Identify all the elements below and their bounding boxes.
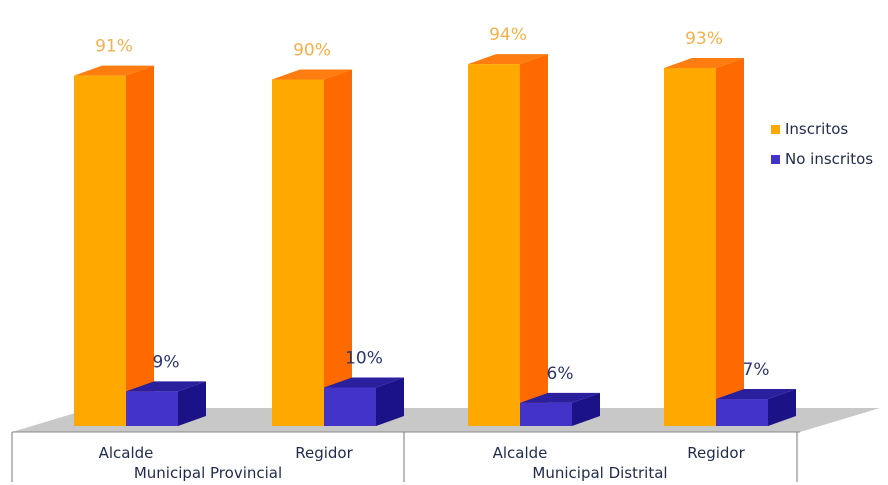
value-label-no-inscritos-2: 10% [345, 349, 383, 369]
bar-side-no-inscritos-4 [768, 389, 796, 426]
bar-no-inscritos-4 [716, 399, 768, 426]
value-label-no-inscritos-4: 7% [743, 360, 770, 380]
category-label-1: Alcalde [99, 444, 154, 462]
bar-side-no-inscritos-1 [178, 381, 206, 426]
value-label-no-inscritos-1: 9% [153, 352, 180, 372]
bar-no-inscritos-1 [126, 391, 178, 426]
category-label-3: Alcalde [493, 444, 548, 462]
category-label-2: Regidor [295, 444, 353, 462]
value-label-inscritos-4: 93% [685, 29, 723, 49]
legend-label-inscritos: Inscritos [785, 120, 849, 138]
bar-top-no-inscritos-3 [520, 392, 600, 403]
bar-top-no-inscritos-1 [126, 381, 206, 392]
bar-side-inscritos-3 [520, 54, 548, 426]
bar-inscritos-2 [272, 79, 324, 426]
value-label-inscritos-2: 90% [293, 41, 331, 61]
value-labels: 91% 9% 90% 10% 94% 6% 93% 7% [95, 25, 769, 384]
legend-label-no-inscritos: No inscritos [785, 150, 874, 168]
bar-top-no-inscritos-4 [716, 389, 796, 400]
legend-swatch-no-inscritos [771, 154, 780, 164]
bar-side-inscritos-2 [324, 69, 352, 426]
bar-top-no-inscritos-2 [324, 377, 404, 388]
bar-side-inscritos-1 [126, 65, 154, 427]
bar-top-inscritos-3 [468, 54, 548, 65]
category-label-4: Regidor [687, 444, 745, 462]
legend-item-no-inscritos: No inscritos [771, 148, 873, 170]
value-label-no-inscritos-3: 6% [547, 364, 574, 384]
legend-item-inscritos: Inscritos [771, 118, 873, 140]
bars [74, 54, 796, 427]
bar-top-inscritos-2 [272, 69, 352, 80]
legend-swatch-inscritos [771, 124, 780, 134]
bar-side-inscritos-4 [716, 57, 744, 426]
group-label-municipal-distrital: Municipal Distrital [532, 464, 667, 482]
value-label-inscritos-3: 94% [489, 25, 527, 45]
chart-floor [12, 408, 880, 432]
bar-top-inscritos-1 [74, 65, 154, 76]
bar-no-inscritos-2 [324, 387, 376, 426]
category-labels: Alcalde Regidor Alcalde Regidor [99, 444, 746, 462]
bar-inscritos-1 [74, 75, 126, 427]
bar-inscritos-3 [468, 64, 520, 426]
group-label-municipal-provincial: Municipal Provincial [134, 464, 282, 482]
bar-side-no-inscritos-2 [376, 377, 404, 426]
bar-no-inscritos-3 [520, 402, 572, 426]
group-labels: Municipal Provincial Municipal Distrital [134, 464, 668, 482]
bar-inscritos-4 [664, 67, 716, 426]
bar-side-no-inscritos-3 [572, 392, 600, 426]
legend: Inscritos No inscritos [771, 118, 873, 178]
bar-top-inscritos-4 [664, 57, 744, 68]
value-label-inscritos-1: 91% [95, 37, 133, 57]
